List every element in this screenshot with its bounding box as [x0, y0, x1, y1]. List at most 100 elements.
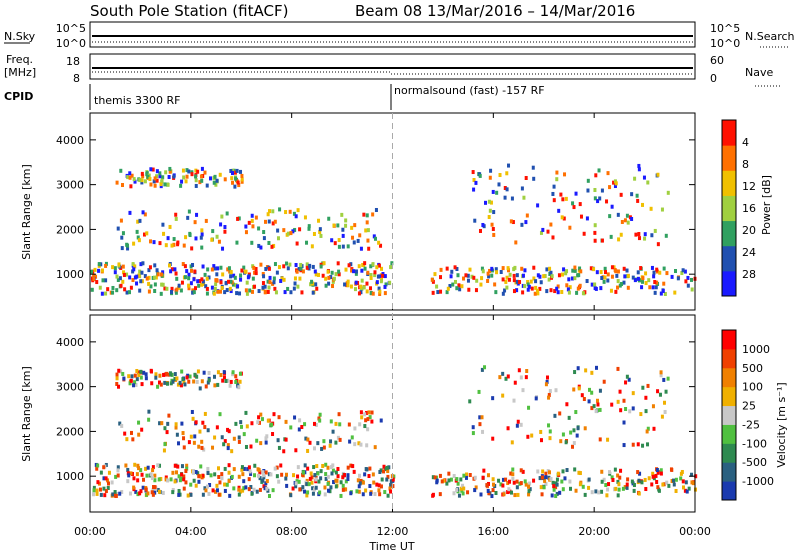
- heatmap-cell: [358, 422, 362, 427]
- heatmap-cell: [626, 285, 630, 290]
- x-tick-label: 00:00: [679, 525, 711, 538]
- heatmap-cell: [127, 473, 131, 478]
- heatmap-cell: [237, 492, 241, 497]
- heatmap-cell: [187, 283, 191, 288]
- heatmap-cell: [145, 231, 149, 236]
- heatmap-cell: [236, 180, 240, 185]
- heatmap-cell: [185, 269, 189, 274]
- heatmap-cell: [135, 229, 139, 234]
- heatmap-cell: [220, 435, 224, 440]
- cpid-segment-1: themis 3300 RF: [94, 94, 181, 107]
- heatmap-cell: [220, 472, 224, 477]
- heatmap-cell: [201, 279, 205, 284]
- heatmap-cell: [664, 233, 668, 238]
- heatmap-cell: [497, 478, 501, 483]
- heatmap-cell: [138, 288, 142, 293]
- heatmap-cell: [369, 273, 373, 278]
- heatmap-cell: [161, 222, 165, 227]
- heatmap-cell: [338, 437, 342, 442]
- heatmap-cell: [147, 289, 151, 294]
- heatmap-cell: [607, 470, 611, 475]
- heatmap-cell: [525, 368, 529, 373]
- heatmap-cell: [346, 244, 350, 249]
- heatmap-cell: [140, 427, 144, 432]
- heatmap-cell: [592, 267, 596, 272]
- heatmap-cell: [505, 285, 509, 290]
- heatmap-cell: [121, 371, 125, 376]
- power-heatmap: [90, 163, 697, 296]
- heatmap-cell: [641, 443, 645, 448]
- heatmap-cell: [269, 472, 273, 477]
- heatmap-cell: [365, 289, 369, 294]
- heatmap-cell: [163, 182, 167, 187]
- heatmap-cell: [605, 493, 609, 498]
- heatmap-cell: [590, 490, 594, 495]
- heatmap-cell: [524, 375, 528, 380]
- heatmap-cell: [153, 485, 157, 490]
- heatmap-cell: [653, 280, 657, 285]
- heatmap-cell: [194, 236, 198, 241]
- heatmap-cell: [495, 190, 499, 195]
- heatmap-cell: [129, 378, 133, 383]
- heatmap-cell: [623, 274, 627, 279]
- heatmap-cell: [152, 485, 156, 490]
- heatmap-cell: [487, 491, 491, 496]
- heatmap-cell: [637, 478, 641, 483]
- heatmap-cell: [253, 473, 257, 478]
- heatmap-cell: [273, 262, 277, 267]
- heatmap-cell: [590, 390, 594, 395]
- heatmap-cell: [373, 270, 377, 275]
- heatmap-cell: [221, 272, 225, 277]
- heatmap-cell: [654, 473, 658, 478]
- heatmap-cell: [431, 492, 435, 497]
- heatmap-cell: [237, 435, 241, 440]
- heatmap-cell: [564, 196, 568, 201]
- heatmap-cell: [219, 222, 223, 227]
- heatmap-cell: [206, 267, 210, 272]
- heatmap-cell: [225, 288, 229, 293]
- heatmap-cell: [207, 371, 211, 376]
- heatmap-cell: [596, 398, 600, 403]
- heatmap-cell: [337, 272, 341, 277]
- heatmap-cell: [232, 467, 236, 472]
- heatmap-cell: [143, 179, 147, 184]
- heatmap-cell: [515, 279, 519, 284]
- heatmap-cell: [552, 484, 556, 489]
- heatmap-cell: [201, 492, 205, 497]
- heatmap-cell: [486, 473, 490, 478]
- heatmap-cell: [117, 368, 121, 373]
- heatmap-cell: [445, 481, 449, 486]
- heatmap-cell: [273, 466, 277, 471]
- heatmap-cell: [593, 282, 597, 287]
- heatmap-cell: [292, 211, 296, 216]
- colorbar-frame: [721, 329, 737, 501]
- heatmap-cell: [333, 241, 337, 246]
- heatmap-cell: [536, 203, 540, 208]
- heatmap-cell: [206, 380, 210, 385]
- heatmap-cell: [561, 432, 565, 437]
- heatmap-cell: [166, 421, 170, 426]
- power-y-axis-label: Slant Range [km]: [20, 164, 33, 260]
- heatmap-cell: [250, 289, 254, 294]
- colorbar-tick-label: 4: [742, 136, 749, 149]
- heatmap-cell: [230, 176, 234, 181]
- heatmap-cell: [230, 171, 234, 176]
- heatmap-cell: [240, 179, 244, 184]
- heatmap-cell: [651, 404, 655, 409]
- heatmap-cell: [369, 276, 373, 281]
- heatmap-cell: [282, 449, 286, 454]
- heatmap-cell: [297, 479, 301, 484]
- heatmap-cell: [174, 422, 178, 427]
- heatmap-cell: [511, 220, 515, 225]
- heatmap-cell: [126, 175, 130, 180]
- heatmap-cell: [433, 272, 437, 277]
- heatmap-cell: [167, 175, 171, 180]
- heatmap-cell: [303, 422, 307, 427]
- heatmap-cell: [314, 485, 318, 490]
- heatmap-cell: [296, 474, 300, 479]
- heatmap-cell: [598, 196, 602, 201]
- heatmap-cell: [506, 266, 510, 271]
- heatmap-cell: [246, 467, 250, 472]
- heatmap-cell: [498, 375, 502, 380]
- heatmap-cell: [177, 474, 181, 479]
